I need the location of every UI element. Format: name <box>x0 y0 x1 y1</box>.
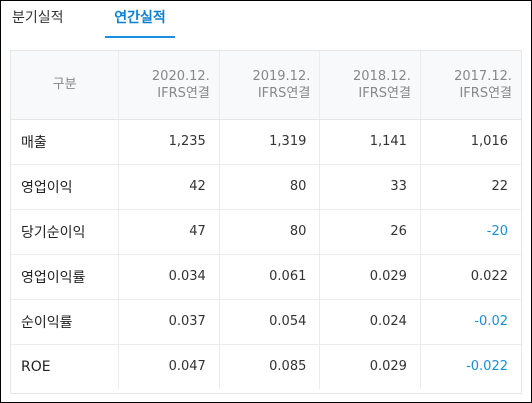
row-label: 매출 <box>11 119 119 165</box>
period-date: 2020.12. <box>151 68 210 84</box>
column-header-period: 2017.12. IFRS연결 <box>419 51 521 120</box>
column-header-period: 2020.12. IFRS연결 <box>118 51 220 120</box>
table-cell: 1,016 <box>419 119 521 165</box>
table-cell: 0.047 <box>118 344 220 389</box>
table-row: 순이익률 0.037 0.054 0.024 -0.02 <box>11 299 521 345</box>
table-cell: 47 <box>118 209 220 255</box>
column-header-period: 2018.12. IFRS연결 <box>319 51 421 120</box>
table-cell: 0.022 <box>419 254 521 300</box>
row-label: 순이익률 <box>11 299 119 345</box>
table-cell: 0.024 <box>319 299 421 345</box>
table-row: 영업이익 42 80 33 22 <box>11 164 521 210</box>
period-date: 2017.12. <box>454 68 512 84</box>
table-cell: -0.02 <box>419 299 521 345</box>
period-date: 2018.12. <box>353 68 411 84</box>
financial-table: 구분 2020.12. IFRS연결 2019.12. IFRS연결 2018.… <box>11 51 521 389</box>
column-header-period: 2019.12. IFRS연결 <box>218 51 320 120</box>
tab-annual-results[interactable]: 연간실적 <box>105 8 175 38</box>
table-row: 당기순이익 47 80 26 -20 <box>11 209 521 255</box>
table-cell: 22 <box>419 164 521 210</box>
tab-quarterly-results[interactable]: 분기실적 <box>12 10 64 26</box>
table-cell: 42 <box>118 164 220 210</box>
period-date: 2019.12. <box>252 68 311 84</box>
table-cell: 1,319 <box>218 119 320 165</box>
table-cell: -20 <box>419 209 521 255</box>
period-basis: IFRS연결 <box>157 85 210 101</box>
table-header-row: 구분 2020.12. IFRS연결 2019.12. IFRS연결 2018.… <box>11 51 521 120</box>
table-cell: 0.054 <box>218 299 320 345</box>
table-cell: 0.034 <box>118 254 220 300</box>
table-cell: 0.085 <box>218 344 320 389</box>
table-cell: 26 <box>319 209 421 255</box>
table-cell: 80 <box>218 164 320 210</box>
period-basis: IFRS연결 <box>358 85 411 101</box>
table-row: 영업이익률 0.034 0.061 0.029 0.022 <box>11 254 521 300</box>
table-row: ROE 0.047 0.085 0.029 -0.022 <box>11 344 521 389</box>
table-cell: 1,235 <box>118 119 220 165</box>
table-cell: 80 <box>218 209 320 255</box>
table-cell: 1,141 <box>319 119 421 165</box>
period-basis: IFRS연결 <box>459 85 512 101</box>
table-cell: 0.061 <box>218 254 320 300</box>
row-label: 영업이익 <box>11 164 119 210</box>
period-tabs: 분기실적 연간실적 <box>1 1 531 39</box>
period-basis: IFRS연결 <box>257 85 311 101</box>
row-label: 당기순이익 <box>11 209 119 255</box>
table-cell: 0.029 <box>319 254 421 300</box>
table-cell: 33 <box>319 164 421 210</box>
table-row: 매출 1,235 1,319 1,141 1,016 <box>11 119 521 165</box>
table-cell: 0.037 <box>118 299 220 345</box>
table-cell: 0.029 <box>319 344 421 389</box>
column-header-category: 구분 <box>11 51 119 120</box>
financial-table-container: 구분 2020.12. IFRS연결 2019.12. IFRS연결 2018.… <box>10 50 522 394</box>
row-label: ROE <box>21 358 51 375</box>
row-label: 영업이익률 <box>11 254 119 300</box>
table-cell: -0.022 <box>419 344 521 389</box>
